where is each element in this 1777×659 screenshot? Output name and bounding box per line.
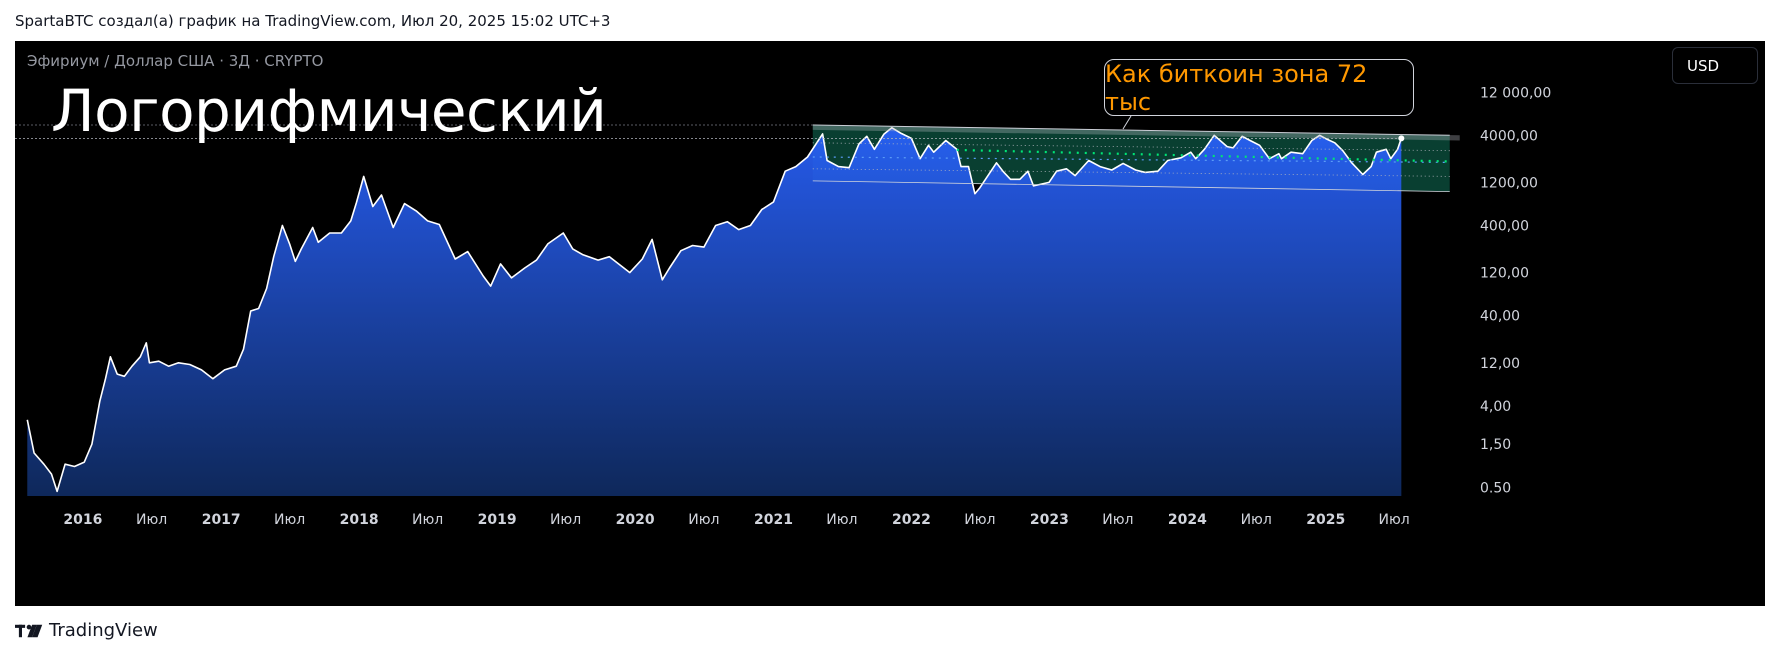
x-tick-label: 2023 bbox=[1030, 512, 1069, 528]
x-tick-label: Июл bbox=[1379, 512, 1410, 528]
x-tick-label: Июл bbox=[688, 512, 719, 528]
area-layer bbox=[26, 126, 1403, 496]
x-tick-label: 2020 bbox=[616, 512, 655, 528]
y-tick-label: 0.50 bbox=[1480, 480, 1511, 496]
x-tick-label: 2018 bbox=[340, 512, 379, 528]
price-chart[interactable]: 12 000,00 4000,00 1200,00 400,00 120,00 40,00… bbox=[15, 41, 1765, 606]
channel-midline bbox=[812, 156, 1450, 164]
callout-annotation[interactable]: Как биткоин зона 72 тыс bbox=[1104, 59, 1414, 116]
currency-button[interactable]: USD bbox=[1672, 47, 1758, 84]
x-tick-label: Июл bbox=[826, 512, 857, 528]
y-tick-label: 120,00 bbox=[1480, 266, 1529, 282]
chart-caption: SpartaBTC создал(а) график на TradingVie… bbox=[15, 12, 611, 30]
y-tick-label: 1,50 bbox=[1480, 437, 1511, 453]
tradingview-brand[interactable]: TradingView bbox=[49, 620, 158, 641]
footer: TradingView bbox=[15, 620, 158, 641]
resistance-band bbox=[812, 125, 1460, 141]
x-axis[interactable]: 2016 Июл 2017 Июл 2018 Июл 2019 Июл 2020 Июл 2021 И… bbox=[63, 512, 1409, 528]
y-tick-label: 400,00 bbox=[1480, 218, 1529, 234]
last-price-marker[interactable] bbox=[1398, 135, 1405, 142]
y-tick-label: 4,00 bbox=[1480, 399, 1511, 415]
y-tick-label: 12,00 bbox=[1480, 356, 1520, 372]
x-tick-label: Июл bbox=[964, 512, 995, 528]
callout-pointer bbox=[1122, 115, 1132, 130]
x-tick-label: 2019 bbox=[478, 512, 517, 528]
tradingview-logo-icon[interactable] bbox=[15, 623, 43, 639]
channel-upper-line[interactable] bbox=[812, 124, 1450, 136]
symbol-description: Эфириум / Доллар США · 3Д · CRYPTO bbox=[27, 52, 324, 70]
x-tick-label: 2024 bbox=[1168, 512, 1207, 528]
y-axis[interactable]: 12 000,00 4000,00 1200,00 400,00 120,00 40,00… bbox=[1480, 85, 1551, 496]
x-tick-label: Июл bbox=[274, 512, 305, 528]
x-tick-label: Июл bbox=[1102, 512, 1133, 528]
annotation-title: Логорифмический bbox=[51, 77, 607, 145]
chart-panel[interactable]: 12 000,00 4000,00 1200,00 400,00 120,00 40,00… bbox=[15, 41, 1765, 606]
x-tick-label: 2021 bbox=[754, 512, 793, 528]
price-line[interactable] bbox=[26, 126, 1403, 493]
y-tick-label: 4000,00 bbox=[1480, 128, 1538, 144]
x-tick-label: Июл bbox=[136, 512, 167, 528]
x-tick-label: 2016 bbox=[63, 512, 102, 528]
channel-lower-line[interactable] bbox=[812, 180, 1450, 192]
x-tick-label: Июл bbox=[1241, 512, 1272, 528]
x-tick-label: 2025 bbox=[1306, 512, 1345, 528]
y-tick-label: 12 000,00 bbox=[1480, 85, 1551, 101]
y-tick-label: 1200,00 bbox=[1480, 175, 1538, 191]
overlay-layer bbox=[15, 115, 1460, 192]
x-tick-label: Июл bbox=[550, 512, 581, 528]
x-tick-label: 2022 bbox=[892, 512, 931, 528]
x-tick-label: Июл bbox=[412, 512, 443, 528]
x-tick-label: 2017 bbox=[202, 512, 241, 528]
price-area-fill bbox=[27, 127, 1402, 496]
y-tick-label: 40,00 bbox=[1480, 309, 1520, 325]
